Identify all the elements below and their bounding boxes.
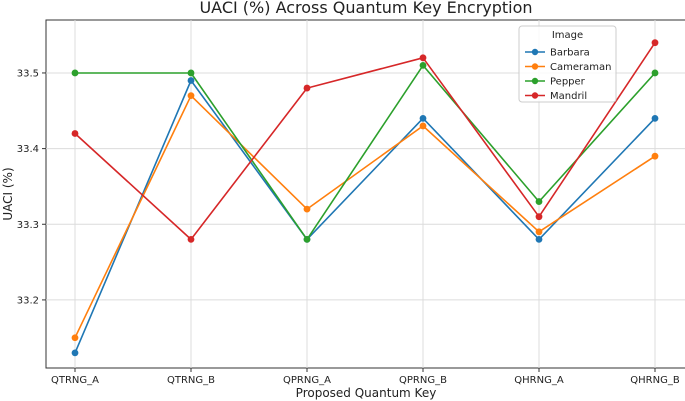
series-line-cameraman bbox=[74, 94, 656, 339]
data-point-cameraman bbox=[71, 334, 79, 342]
legend-label-barbara: Barbara bbox=[550, 48, 590, 59]
x-tick-label: QPRNG_B bbox=[399, 375, 447, 386]
data-point-pepper bbox=[419, 61, 427, 69]
legend-label-mandril: Mandril bbox=[550, 91, 587, 102]
legend-label-pepper: Pepper bbox=[550, 77, 586, 88]
data-point-pepper bbox=[187, 69, 195, 77]
data-point-mandril bbox=[535, 213, 543, 221]
x-tick-label: QPRNG_A bbox=[283, 375, 331, 386]
data-point-pepper bbox=[535, 198, 543, 205]
data-point-cameraman bbox=[419, 122, 427, 130]
data-point-pepper bbox=[71, 69, 79, 77]
data-point-barbara bbox=[535, 235, 543, 243]
x-tick-label: QTRNG_A bbox=[51, 375, 99, 386]
legend-marker-mandril bbox=[531, 92, 539, 99]
data-point-barbara bbox=[419, 114, 427, 122]
data-point-cameraman bbox=[303, 205, 311, 213]
legend-marker-cameraman bbox=[531, 63, 539, 70]
legend-marker-barbara bbox=[531, 48, 539, 56]
series-layer bbox=[71, 39, 659, 357]
data-point-cameraman bbox=[187, 92, 195, 100]
y-tick-label: 33.5 bbox=[17, 68, 39, 79]
legend-marker-pepper bbox=[531, 77, 539, 85]
series-line-pepper bbox=[75, 64, 656, 241]
legend-box bbox=[518, 25, 617, 103]
data-point-barbara bbox=[651, 114, 659, 122]
x-tick-label: QHRNG_B bbox=[630, 375, 680, 386]
data-point-mandril bbox=[651, 39, 659, 47]
y-tick-label: 33.4 bbox=[17, 144, 39, 155]
y-tick-label: 33.3 bbox=[17, 220, 39, 231]
data-point-pepper bbox=[303, 235, 311, 243]
x-tick-label: QTRNG_B bbox=[167, 375, 215, 386]
data-point-cameraman bbox=[651, 152, 659, 160]
x-tick-label: QHRNG_A bbox=[514, 375, 564, 386]
chart-title: UACI (%) Across Quantum Key Encryption bbox=[199, 0, 532, 17]
data-point-barbara bbox=[71, 349, 79, 357]
legend-label-cameraman: Cameraman bbox=[550, 62, 611, 73]
data-point-mandril bbox=[71, 130, 79, 137]
y-axis-label: UACI (%) bbox=[1, 167, 15, 220]
legend: Image Barbara Cameraman Pepper Mandril bbox=[518, 25, 617, 103]
data-point-barbara bbox=[187, 77, 195, 84]
y-axis-ticks: 33.2 33.3 33.4 33.5 bbox=[17, 68, 46, 306]
y-tick-label: 33.2 bbox=[17, 295, 39, 306]
x-axis-ticks: QTRNG_A QTRNG_B QPRNG_A QPRNG_B QHRNG_A QHRNG… bbox=[51, 368, 680, 386]
data-point-pepper bbox=[651, 69, 659, 77]
data-point-mandril bbox=[419, 54, 427, 62]
legend-title: Image bbox=[552, 30, 583, 41]
series-line-mandril bbox=[74, 42, 656, 241]
data-point-mandril bbox=[303, 84, 311, 92]
data-point-mandril bbox=[187, 235, 195, 243]
x-axis-label: Proposed Quantum Key bbox=[296, 386, 437, 400]
data-point-cameraman bbox=[535, 228, 543, 236]
